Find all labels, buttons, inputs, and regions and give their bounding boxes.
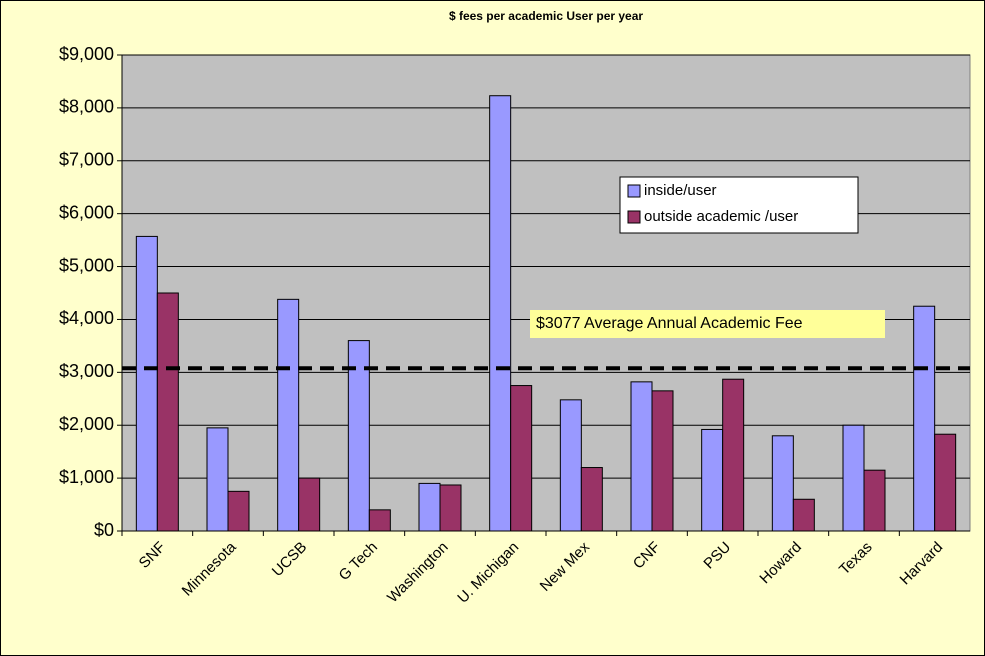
bar (559, 399, 582, 532)
y-tick-label: $2,000 (59, 414, 114, 434)
bar (368, 509, 391, 532)
legend-box (619, 176, 859, 234)
legend-swatch (627, 210, 641, 224)
bar (156, 292, 179, 532)
bar (439, 484, 462, 532)
bar (277, 298, 300, 532)
y-tick-label: $8,000 (59, 97, 114, 117)
legend-label: inside/user (644, 182, 717, 199)
legend-label: outside academic /user (644, 208, 798, 225)
y-tick-label: $4,000 (59, 308, 114, 328)
bar (135, 235, 158, 532)
bar (701, 428, 724, 532)
legend-swatch (627, 184, 641, 198)
bar (206, 427, 229, 532)
y-tick-label: $3,000 (59, 361, 114, 381)
y-tick-label: $0 (94, 520, 114, 540)
bar (630, 381, 653, 532)
bar (510, 385, 533, 532)
bar (722, 378, 745, 532)
annotation-box (530, 310, 885, 338)
bar (934, 433, 957, 532)
y-tick-label: $6,000 (59, 202, 114, 222)
y-tick-label: $1,000 (59, 467, 114, 487)
bar (580, 467, 603, 532)
bar (792, 498, 815, 532)
bar (771, 435, 794, 532)
bar (651, 390, 674, 532)
bar (418, 482, 441, 532)
y-tick-label: $5,000 (59, 255, 114, 275)
bar (489, 95, 512, 532)
bar (863, 469, 886, 532)
y-tick-label: $7,000 (59, 150, 114, 170)
y-tick-label: $9,000 (59, 44, 114, 64)
bar (913, 305, 936, 532)
bar (227, 490, 250, 532)
plot-area (121, 54, 971, 532)
chart-title: $ fees per academic User per year (449, 9, 643, 23)
annotation: $3077 Average Annual Academic Fee (536, 315, 803, 332)
bar (298, 477, 321, 532)
bar (842, 424, 865, 532)
